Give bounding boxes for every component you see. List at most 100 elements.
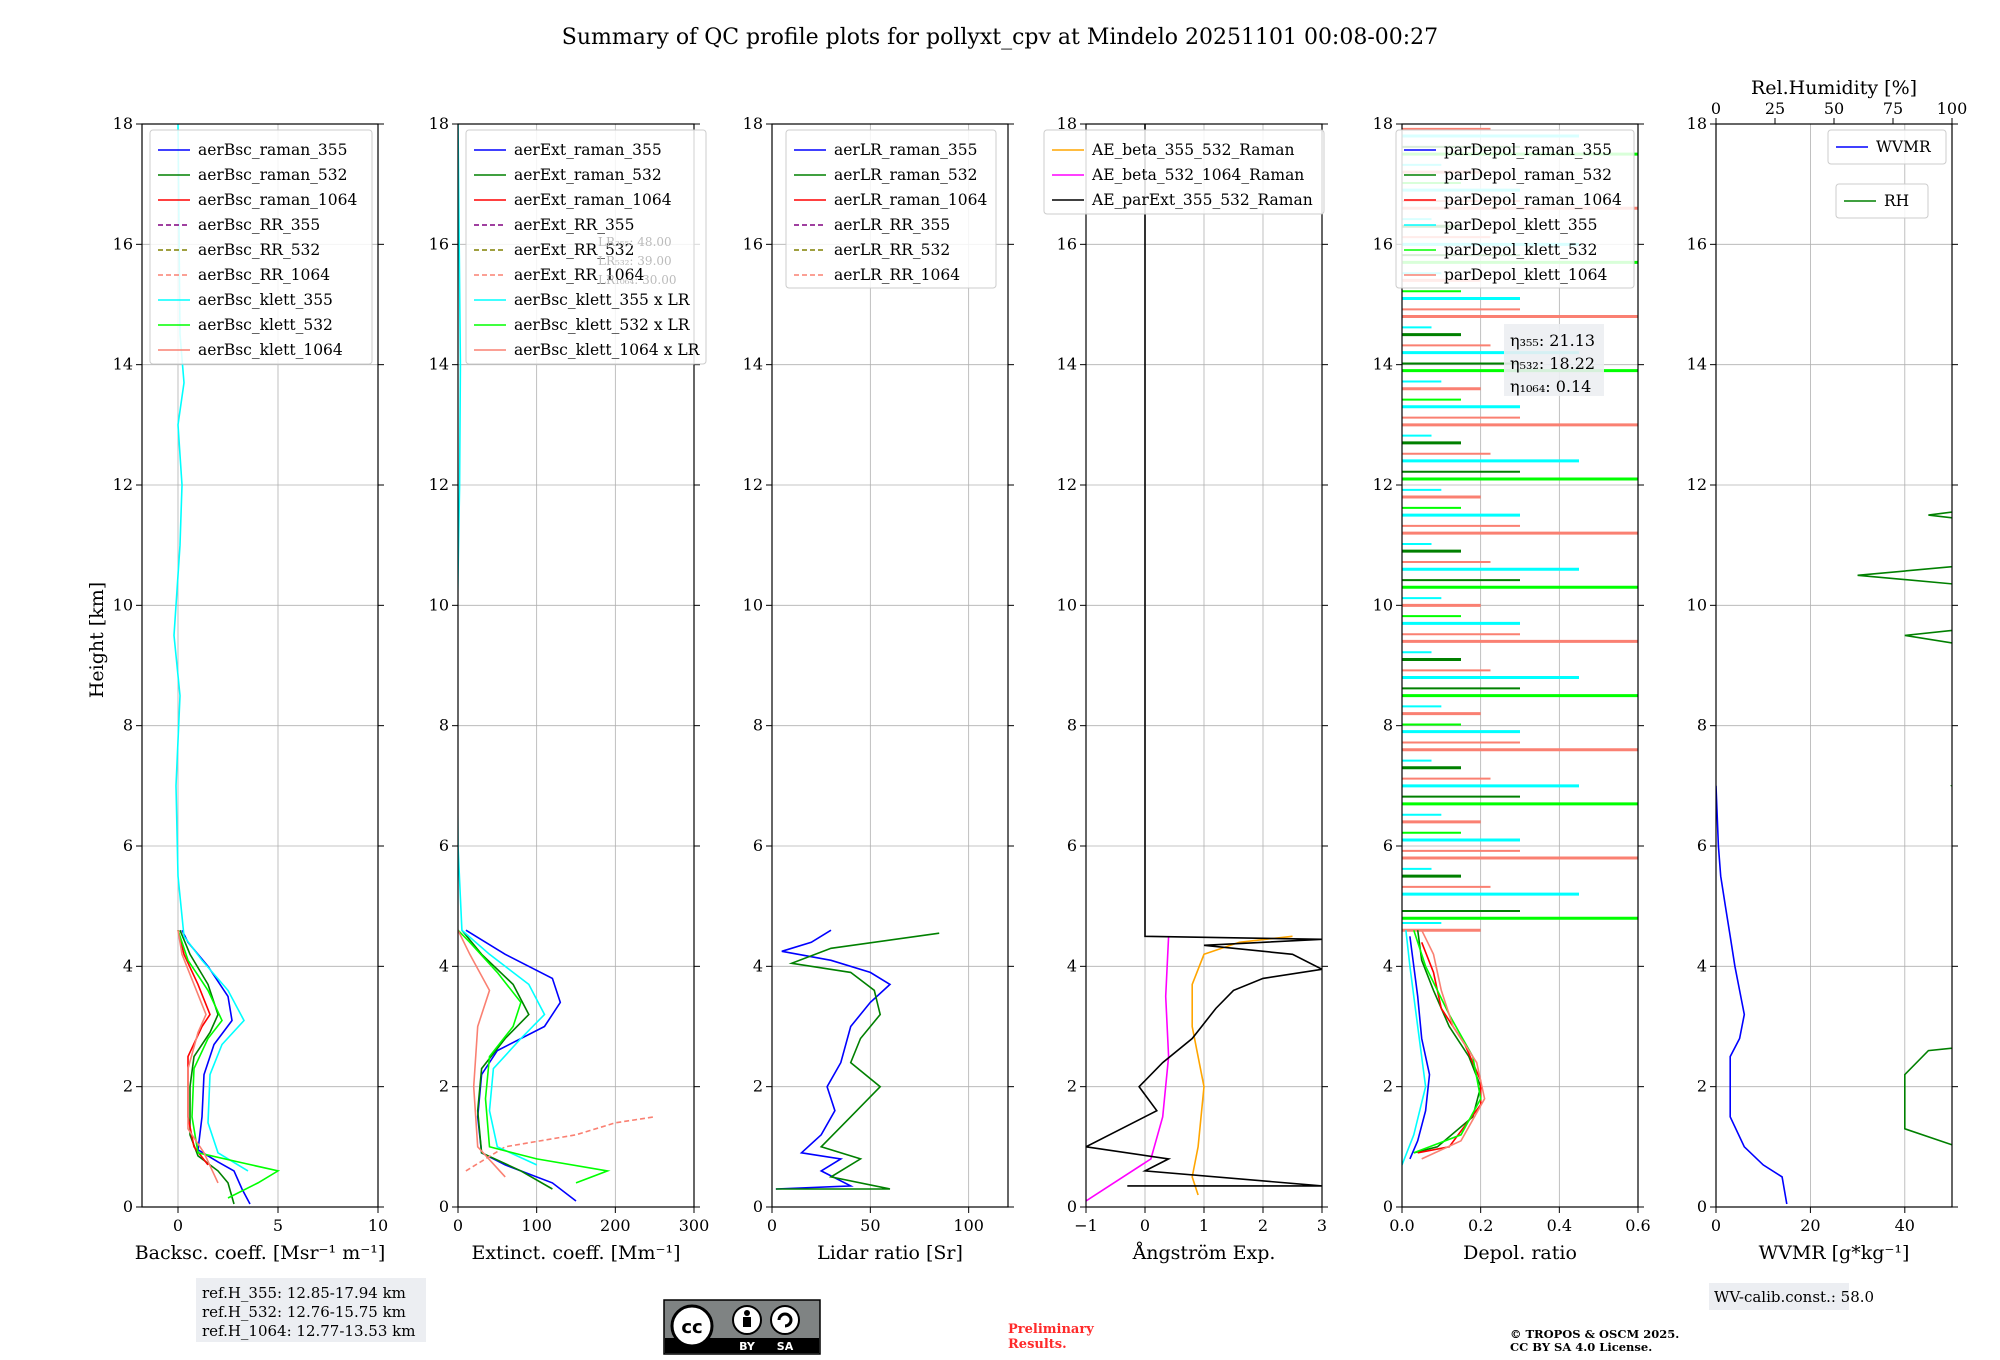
legend-label: aerExt_raman_532: [514, 166, 662, 184]
legend-extinction: aerExt_raman_355 aerExt_raman_532 aerExt_r…: [465, 129, 707, 365]
series-line-parDepol_klett_355: [1402, 930, 1427, 1166]
figure-title: Summary of QC profile plots for pollyxt_…: [562, 25, 1438, 50]
legend-label: aerBsc_RR_1064: [198, 266, 330, 284]
y-tick-label: 6: [753, 836, 763, 855]
legend-box: [149, 129, 373, 365]
legend-label: aerBsc_raman_355: [198, 141, 348, 159]
x-tick-label: 100: [521, 1216, 552, 1235]
preliminary-line2: Results.: [1008, 1337, 1067, 1352]
x-tick-label: 0.0: [1389, 1216, 1414, 1235]
y-tick-label: 6: [1067, 836, 1077, 855]
legend-label: AE_parExt_355_532_Raman: [1091, 191, 1313, 209]
legend-label: aerBsc_raman_1064: [198, 191, 358, 209]
lr-annotation: LR₅₃₂: 39.00: [598, 254, 672, 268]
y-tick-label: 18: [1687, 114, 1707, 133]
eta-annotation-box: [1504, 324, 1604, 396]
y-axis-label: Height [km]: [86, 582, 108, 698]
y-tick-label: 14: [113, 355, 133, 374]
y-tick-label: 10: [1687, 595, 1707, 614]
y-tick-label: 14: [1373, 355, 1393, 374]
y-tick-label: 4: [1383, 956, 1393, 975]
legend-angstrom: AE_beta_355_532_Raman AE_beta_532_1064_Ra…: [1043, 129, 1325, 215]
legend-label: aerBsc_klett_532 x LR: [514, 316, 691, 334]
legend-label: aerExt_RR_532: [514, 241, 635, 259]
legend-label: RH: [1884, 192, 1909, 210]
y-tick-label: 4: [123, 956, 133, 975]
legend-label: aerLR_raman_355: [834, 141, 977, 159]
y-tick-label: 4: [753, 956, 763, 975]
series-group-wvmr: [1716, 511, 1952, 1205]
series-line-aerBsc_raman_1064: [177, 930, 211, 1166]
legend-label: AE_beta_355_532_Raman: [1091, 141, 1294, 159]
legend-wvmr: WVMR RH: [1827, 129, 1947, 219]
y-tick-label: 0: [1067, 1197, 1077, 1216]
legend-label: parDepol_raman_532: [1444, 166, 1612, 184]
axes-frame-backscatter: [141, 123, 379, 1208]
grid-angstrom: [1085, 123, 1323, 1208]
top-x-tick-label: 25: [1765, 99, 1785, 118]
series-line-RH: [1857, 511, 1952, 1146]
legend-label: aerBsc_RR_355: [198, 216, 320, 234]
legend-label: parDepol_klett_532: [1444, 241, 1597, 259]
y-tick-label: 4: [1697, 956, 1707, 975]
eta-annotation: η₅₃₂: 18.22: [1510, 354, 1595, 373]
top-x-tick-label: 0: [1711, 99, 1721, 118]
copyright-line2: CC BY SA 4.0 License.: [1510, 1340, 1652, 1354]
ref-height-355: ref.H_355: 12.85-17.94 km: [202, 1284, 406, 1302]
series-line-AE_parExt_355_532_Raman: [1086, 124, 1322, 1187]
x-tick-label: 0: [1140, 1216, 1150, 1235]
legend-label: parDepol_raman_355: [1444, 141, 1612, 159]
y-tick-label: 16: [1687, 234, 1707, 253]
y-tick-label: 8: [123, 716, 133, 735]
x-axis-label-backscatter: Backsc. coeff. [Msr⁻¹ m⁻¹]: [135, 1242, 386, 1264]
y-tick-label: 14: [743, 355, 763, 374]
series-line-AE_beta_532_1064_Raman: [1086, 936, 1170, 1202]
y-tick-label: 6: [1697, 836, 1707, 855]
copyright-line1: © TROPOS & OSCM 2025.: [1510, 1327, 1679, 1341]
legend-label: aerLR_RR_355: [834, 216, 950, 234]
x-tick-label: 0.2: [1468, 1216, 1493, 1235]
y-tick-label: 16: [113, 234, 133, 253]
series-line-aerLR_raman_355: [775, 929, 892, 1190]
legend-label: aerLR_raman_1064: [834, 191, 987, 209]
legend-label: WVMR: [1876, 138, 1932, 156]
axes-frame-wvmr: [1715, 123, 1953, 1208]
wv-calib-box: [1709, 1283, 1849, 1310]
axes-frame-lidar_ratio: [771, 123, 1009, 1208]
y-tick-label: 2: [753, 1077, 763, 1096]
y-tick-label: 8: [439, 716, 449, 735]
series-line-aerBsc_klett_355: [173, 124, 249, 1172]
y-tick-label: 0: [439, 1197, 449, 1216]
y-tick-label: 14: [429, 355, 449, 374]
legend-box: [465, 129, 707, 365]
x-tick-label: 20: [1800, 1216, 1820, 1235]
axes-frame-depol: [1401, 123, 1639, 1208]
legend-box: [1827, 129, 1947, 165]
legend-box: [1835, 183, 1929, 219]
x-tick-label: 300: [679, 1216, 710, 1235]
top-x-tick-label: 75: [1883, 99, 1903, 118]
legend-label: aerBsc_klett_355 x LR: [514, 291, 691, 309]
x-tick-label: 10: [368, 1216, 388, 1235]
x-tick-label: 3: [1317, 1216, 1327, 1235]
y-tick-label: 12: [1057, 475, 1077, 494]
y-tick-label: 10: [429, 595, 449, 614]
y-tick-label: 8: [1383, 716, 1393, 735]
series-group-angstrom: [1086, 124, 1322, 1202]
legend-label: parDepol_klett_1064: [1444, 266, 1607, 284]
legend-box: [785, 129, 997, 289]
y-tick-label: 12: [113, 475, 133, 494]
series-line-parDepol_raman_355: [1409, 936, 1431, 1160]
ref-height-1064: ref.H_1064: 12.77-13.53 km: [202, 1322, 415, 1340]
eta-annotation: η₃₅₅: 21.13: [1510, 331, 1595, 350]
panel-extinction: 0 2 4 6 8 10 12 14 16 18 0 100 200 300 Extinct. coeff.…: [429, 114, 710, 1264]
y-tick-label: 6: [1383, 836, 1393, 855]
annotations-depol: η₃₅₅: 21.13 η₅₃₂: 18.22 η₁₀₆₄: 0.14: [1504, 324, 1604, 396]
y-tick-label: 8: [753, 716, 763, 735]
series-line-parDepol_raman_1064: [1417, 942, 1482, 1154]
x-axis-label-angstrom: Ångström Exp.: [1132, 1242, 1276, 1264]
y-tick-label: 18: [1057, 114, 1077, 133]
y-tick-label: 2: [439, 1077, 449, 1096]
